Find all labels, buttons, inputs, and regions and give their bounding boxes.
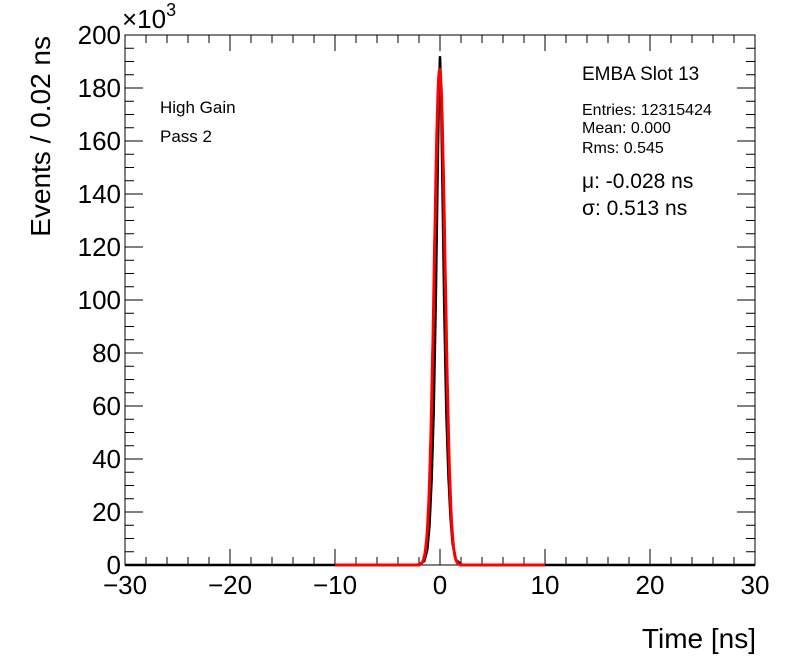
fit-sigma: σ: 0.513 ns bbox=[582, 197, 687, 220]
stats-entries: Entries: 12315424 bbox=[582, 102, 712, 119]
y-tick-labels: 0 20 40 60 80 100 120 140 160 180 200 bbox=[78, 20, 121, 580]
series-group bbox=[125, 56, 755, 567]
x-tick-label: −20 bbox=[208, 570, 252, 600]
stats-rms: Rms: 0.545 bbox=[582, 140, 664, 157]
axis-ticks bbox=[124, 34, 756, 566]
y-tick-label: 160 bbox=[78, 126, 121, 156]
x-tick-label: 0 bbox=[433, 570, 447, 600]
x-tick-label: −10 bbox=[313, 570, 357, 600]
y-tick-label: 40 bbox=[92, 444, 121, 474]
y-multiplier-base: ×10 bbox=[122, 4, 166, 34]
y-tick-label: 140 bbox=[78, 179, 121, 209]
x-tick-label: −30 bbox=[103, 570, 147, 600]
fit-mu: μ: -0.028 ns bbox=[582, 170, 693, 193]
x-tick-label: 20 bbox=[636, 570, 665, 600]
gaussian-fit-line bbox=[335, 67, 545, 567]
y-tick-label: 120 bbox=[78, 232, 121, 262]
y-tick-label: 200 bbox=[78, 20, 121, 50]
gain-label: High Gain bbox=[160, 98, 236, 117]
y-tick-label: 0 bbox=[107, 550, 121, 580]
y-tick-label: 100 bbox=[78, 285, 121, 315]
pass-label: Pass 2 bbox=[160, 127, 212, 146]
y-tick-label: 60 bbox=[92, 391, 121, 421]
x-tick-label: 10 bbox=[531, 570, 560, 600]
y-tick-label: 20 bbox=[92, 497, 121, 527]
y-axis-label: Events / 0.02 ns bbox=[25, 36, 56, 237]
y-tick-label: 180 bbox=[78, 73, 121, 103]
stats-title: EMBA Slot 13 bbox=[582, 64, 699, 85]
stats-mean: Mean: 0.000 bbox=[582, 120, 671, 137]
y-multiplier-label: ×103 bbox=[122, 0, 176, 34]
x-tick-label: 30 bbox=[741, 570, 770, 600]
x-tick-labels: −30 −20 −10 0 10 20 30 bbox=[103, 570, 770, 600]
x-axis-label: Time [ns] bbox=[642, 623, 756, 654]
y-multiplier-exponent: 3 bbox=[166, 0, 176, 20]
y-tick-label: 80 bbox=[92, 338, 121, 368]
